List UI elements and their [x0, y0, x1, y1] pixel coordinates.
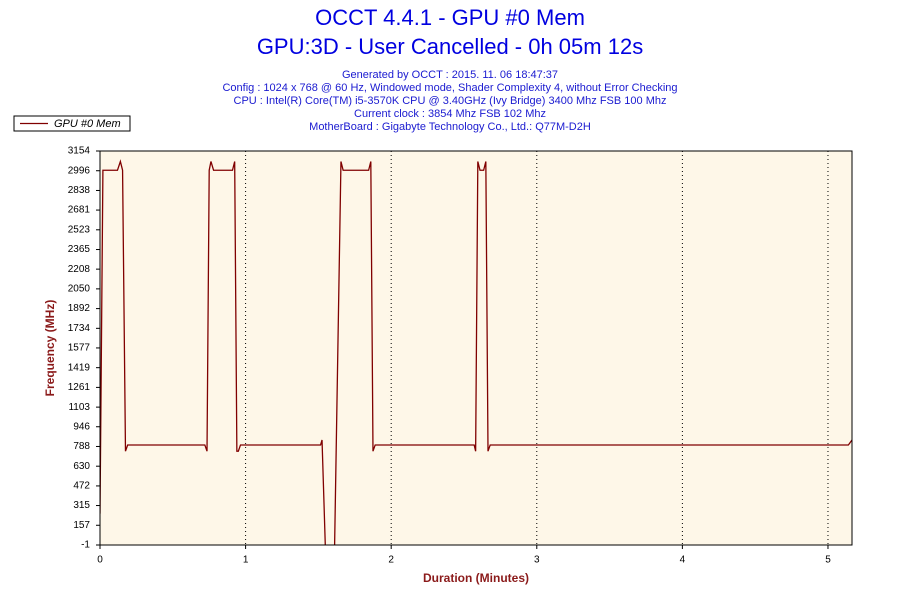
y-tick-label: 1419 — [68, 362, 91, 373]
y-tick-label: 1577 — [68, 343, 91, 354]
y-tick-label: 2996 — [68, 165, 91, 176]
x-tick-label: 0 — [97, 555, 103, 566]
legend-label: GPU #0 Mem — [54, 118, 121, 130]
x-axis-label: Duration (Minutes) — [423, 571, 529, 585]
y-tick-label: 315 — [73, 500, 90, 511]
y-tick-label: 2208 — [68, 264, 91, 275]
y-tick-label: 472 — [73, 481, 90, 492]
y-tick-label: 788 — [73, 441, 90, 452]
y-tick-label: 2681 — [68, 205, 91, 216]
y-tick-label: 1892 — [68, 303, 91, 314]
y-tick-label: 946 — [73, 421, 90, 432]
y-tick-label: 2523 — [68, 224, 91, 235]
y-tick-label: -1 — [81, 540, 90, 551]
y-tick-label: 3154 — [68, 146, 91, 157]
y-tick-label: 157 — [73, 520, 90, 531]
x-tick-label: 5 — [825, 555, 831, 566]
y-tick-label: 2838 — [68, 185, 91, 196]
info-line: Config : 1024 x 768 @ 60 Hz, Windowed mo… — [222, 82, 677, 94]
chart-subtitle: GPU:3D - User Cancelled - 0h 05m 12s — [257, 34, 643, 59]
x-tick-label: 2 — [388, 555, 394, 566]
chart-title: OCCT 4.4.1 - GPU #0 Mem — [315, 5, 585, 30]
y-tick-label: 2365 — [68, 244, 91, 255]
info-line: CPU : Intel(R) Core(TM) i5-3570K CPU @ 3… — [234, 95, 667, 107]
x-tick-label: 4 — [680, 555, 686, 566]
y-axis-label: Frequency (MHz) — [43, 300, 57, 397]
x-tick-label: 3 — [534, 555, 540, 566]
legend-box — [13, 115, 131, 132]
y-tick-label: 1103 — [68, 402, 90, 413]
plot-frame — [99, 150, 853, 546]
x-tick-label: 1 — [243, 555, 249, 566]
info-line: Current clock : 3854 Mhz FSB 102 Mhz — [354, 108, 546, 120]
info-line: Generated by OCCT : 2015. 11. 06 18:47:3… — [342, 69, 558, 81]
info-line: MotherBoard : Gigabyte Technology Co., L… — [309, 121, 591, 133]
y-tick-label: 1734 — [68, 323, 91, 334]
data-line — [100, 159, 852, 545]
y-tick-label: 2050 — [68, 284, 91, 295]
y-tick-label: 1261 — [68, 382, 91, 393]
y-tick-label: 630 — [73, 461, 90, 472]
